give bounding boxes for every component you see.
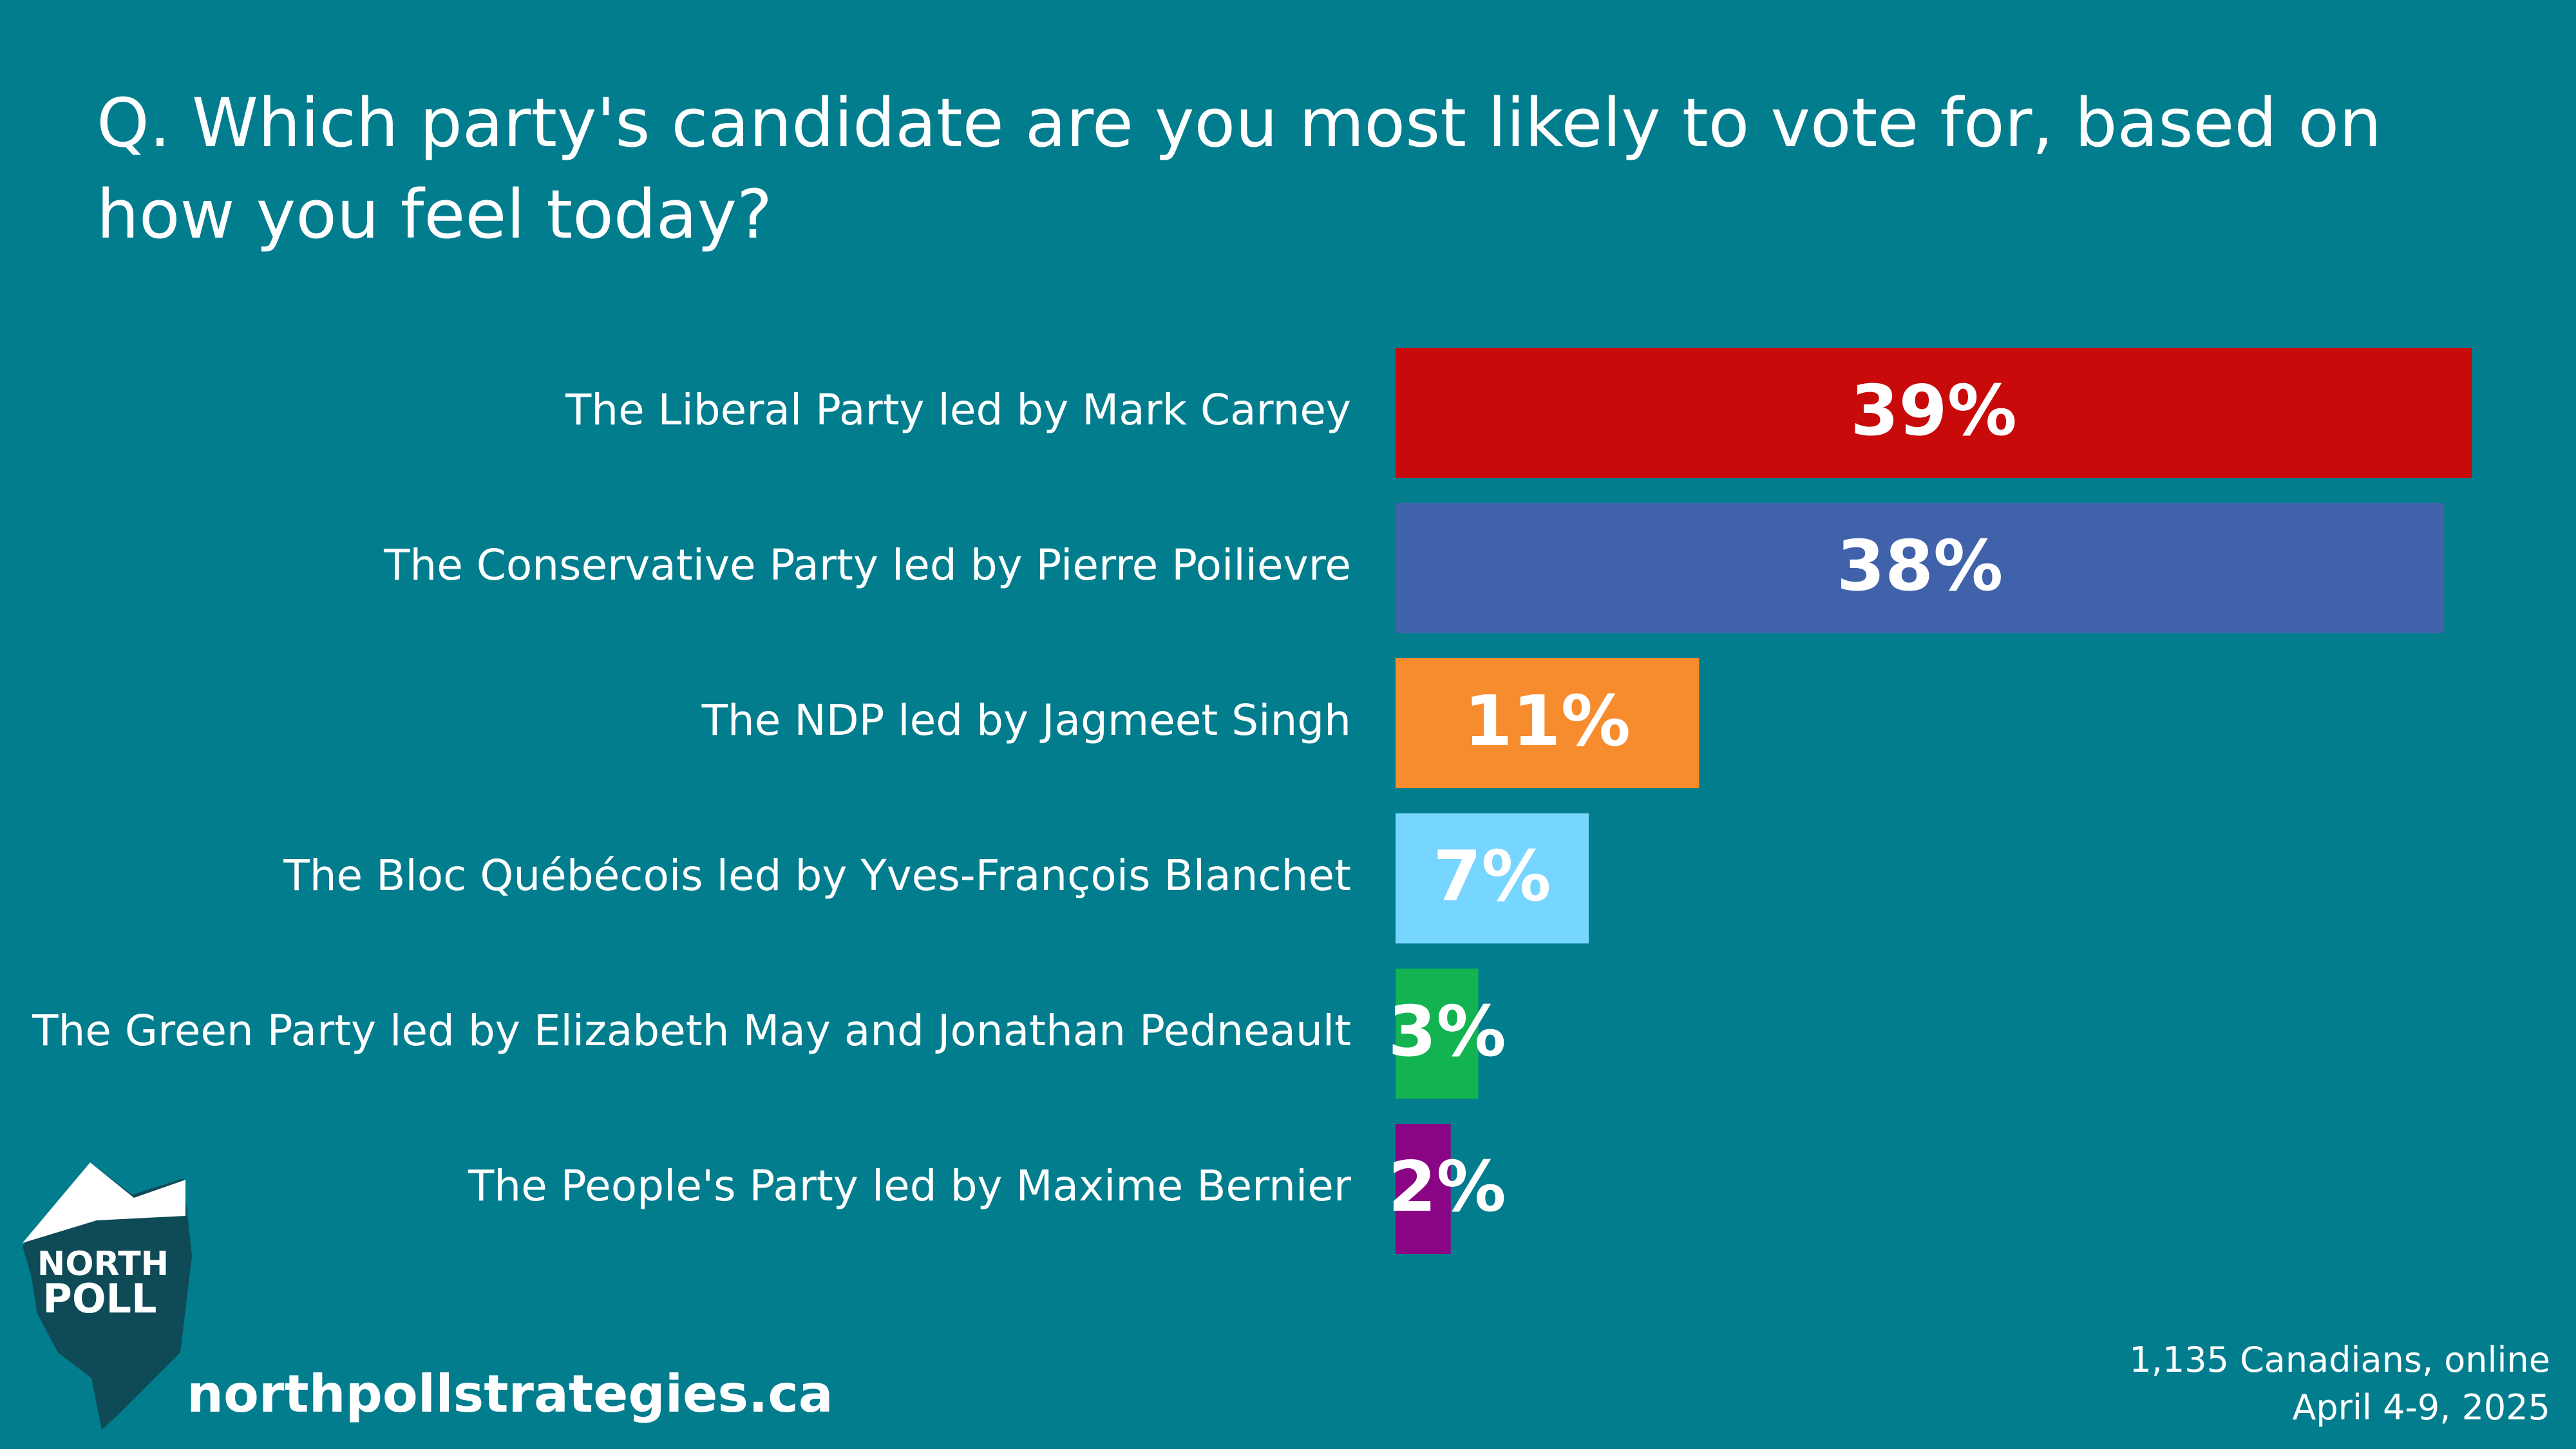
logo-word-north: NORTH bbox=[37, 1245, 169, 1283]
bar bbox=[1396, 658, 1700, 788]
chart-question: Q. Which party's candidate are you most … bbox=[97, 84, 2382, 254]
website-link[interactable]: northpollstrategies.ca bbox=[187, 1364, 833, 1424]
north-poll-logo: NORTH POLL bbox=[23, 1162, 192, 1430]
sample-size: 1,135 Canadians, online bbox=[2129, 1340, 2550, 1380]
fieldwork-dates: April 4-9, 2025 bbox=[2292, 1387, 2550, 1428]
category-label: The NDP led by Jagmeet Singh bbox=[701, 696, 1351, 745]
sample-footnote: 1,135 Canadians, online April 4-9, 2025 bbox=[2129, 1336, 2550, 1432]
bar bbox=[1396, 813, 1589, 943]
category-label: The Conservative Party led by Pierre Poi… bbox=[383, 540, 1351, 590]
category-label: The People's Party led by Maxime Bernier bbox=[468, 1161, 1352, 1211]
iceberg-peak bbox=[23, 1162, 185, 1243]
data-label: 39% bbox=[1850, 371, 2017, 451]
category-label: The Green Party led by Elizabeth May and… bbox=[32, 1006, 1351, 1056]
data-label: 11% bbox=[1464, 681, 1631, 762]
logo-word-poll: POLL bbox=[43, 1275, 156, 1322]
data-label: 7% bbox=[1433, 837, 1551, 917]
category-label: The Bloc Québécois led by Yves-François … bbox=[283, 851, 1351, 900]
data-label: 38% bbox=[1837, 526, 2003, 607]
bar bbox=[1396, 348, 2472, 478]
category-label: The Liberal Party led by Mark Carney bbox=[565, 385, 1351, 435]
bar bbox=[1396, 1124, 1451, 1254]
data-label: 3% bbox=[1388, 992, 1506, 1072]
bar bbox=[1396, 969, 1479, 1099]
data-label: 2% bbox=[1388, 1147, 1506, 1227]
bar bbox=[1396, 503, 2445, 633]
